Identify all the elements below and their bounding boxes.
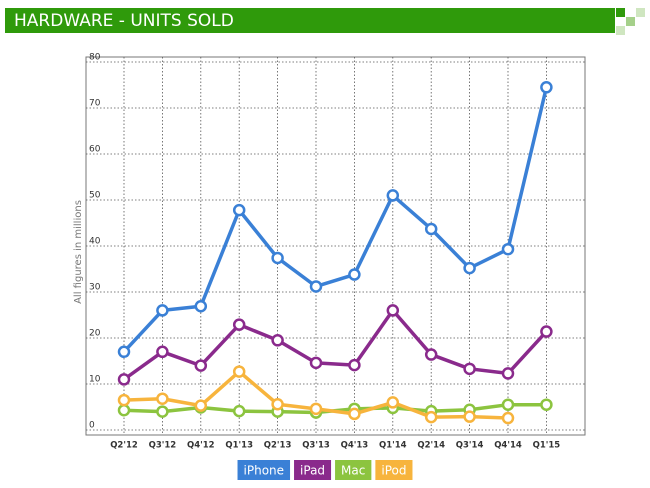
data-point [271, 334, 284, 347]
data-point [463, 362, 476, 376]
legend-swatch [335, 460, 372, 480]
x-tick-label: Q1'15 [533, 441, 561, 451]
data-point [156, 392, 169, 405]
data-point [386, 304, 400, 317]
data-point [348, 407, 361, 421]
data-point [271, 397, 284, 411]
data-point [156, 345, 169, 359]
data-point [232, 318, 246, 331]
legend-swatch [237, 460, 291, 480]
data-point [194, 300, 208, 313]
data-point [540, 325, 553, 338]
y-axis-label: All figures in millions [73, 200, 84, 304]
data-point [501, 411, 515, 425]
data-point [156, 405, 169, 418]
legend-label: iPhone [244, 464, 285, 478]
x-tick-label: Q2'14 [417, 441, 445, 451]
data-point [348, 358, 361, 372]
data-point [117, 373, 131, 386]
y-tick-label: 10 [89, 375, 101, 385]
data-point [386, 189, 400, 202]
legend-label: Mac [341, 464, 365, 478]
legend-label: iPod [381, 464, 406, 478]
legend-swatch [375, 460, 413, 480]
y-tick-label: 60 [89, 145, 101, 155]
legend-label: iPad [300, 464, 325, 478]
x-tick-label: Q4'12 [187, 441, 215, 451]
x-tick-label: Q2'12 [110, 441, 138, 451]
x-tick-label: Q3'14 [456, 441, 484, 451]
data-point [501, 242, 515, 256]
x-tick-label: Q2'13 [264, 441, 292, 451]
data-point [117, 345, 131, 359]
data-point [194, 359, 208, 372]
y-tick-label: 70 [89, 99, 101, 109]
data-point [386, 396, 400, 409]
data-point [348, 268, 361, 281]
data-point [501, 367, 515, 380]
legend-item[interactable]: iPod [375, 460, 413, 480]
decor [616, 8, 625, 17]
decor [636, 8, 645, 17]
legend-item[interactable]: Mac [335, 460, 372, 480]
data-point [232, 365, 246, 378]
header-bar [5, 8, 615, 33]
legend-item[interactable]: iPad [294, 460, 332, 480]
decor [626, 17, 635, 26]
data-point [540, 398, 553, 411]
data-point [424, 410, 438, 424]
y-tick-label: 80 [89, 53, 101, 63]
legend-swatch [294, 460, 332, 480]
y-tick-label: 20 [89, 329, 101, 339]
y-tick-label: 30 [89, 283, 101, 293]
series-line [122, 308, 548, 381]
data-point [117, 403, 131, 417]
series-line [122, 86, 549, 353]
data-point [501, 398, 515, 411]
data-point [309, 402, 323, 416]
data-point [463, 410, 476, 423]
legend: iPhone iPad Mac iPod [237, 460, 413, 480]
y-tick-label: 40 [89, 237, 101, 247]
chart-title: HARDWARE - UNITS SOLD [14, 11, 234, 31]
data-point [309, 356, 323, 370]
y-tick-label: 0 [89, 421, 95, 431]
data-point [309, 280, 323, 293]
x-tick-label: Q3'12 [149, 441, 177, 451]
x-tick-label: Q4'13 [341, 441, 369, 451]
data-point [540, 81, 553, 94]
data-point [463, 261, 476, 275]
y-tick-label: 50 [89, 191, 101, 201]
x-tick-label: Q4'14 [494, 441, 522, 451]
data-point [271, 251, 284, 265]
decor [616, 26, 625, 35]
data-point [232, 404, 246, 418]
x-tick-label: Q3'13 [302, 441, 330, 451]
data-point [424, 222, 438, 236]
x-tick-label: Q1'13 [225, 441, 253, 451]
data-point [156, 304, 169, 317]
data-point [424, 348, 438, 361]
x-tick-label: Q1'14 [379, 441, 407, 451]
data-point [194, 399, 208, 412]
data-point [117, 393, 131, 407]
legend-item[interactable]: iPhone [237, 460, 291, 480]
data-point [232, 203, 246, 217]
